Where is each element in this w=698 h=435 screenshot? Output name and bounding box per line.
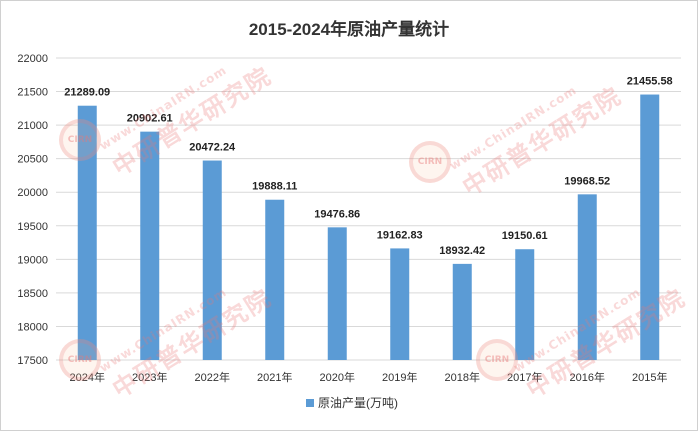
y-tick-label: 19500	[17, 221, 48, 233]
legend: 原油产量(万吨)	[306, 396, 398, 410]
data-label: 21455.58	[627, 76, 673, 88]
x-tick-label: 2020年	[320, 370, 355, 384]
data-label: 20902.61	[127, 113, 173, 125]
data-label: 20472.24	[189, 142, 236, 154]
bar	[390, 248, 410, 360]
y-tick-label: 21000	[17, 120, 48, 132]
bar	[77, 105, 97, 360]
bar	[640, 94, 660, 361]
y-tick-label: 17500	[17, 355, 48, 367]
gridlines	[56, 57, 681, 361]
y-tick-label: 20000	[17, 187, 48, 199]
bar	[577, 194, 597, 360]
y-tick-label: 22000	[17, 53, 48, 65]
data-label: 21289.09	[64, 87, 110, 99]
y-tick-label: 20500	[17, 154, 48, 166]
data-label: 19888.11	[252, 181, 297, 193]
x-axis-ticks: 2024年 2023年 2022年 2021年 2020年 2019年 2018年 2017年…	[70, 370, 668, 384]
y-tick-label: 18500	[17, 288, 48, 300]
x-tick-label: 2015年	[632, 370, 667, 384]
x-tick-label: 2019年	[382, 370, 417, 384]
data-labels: 21289.09 20902.61 20472.24 19888.11 19476.86…	[64, 76, 672, 257]
bar	[327, 227, 347, 360]
data-label: 18932.42	[439, 245, 485, 257]
legend-swatch	[306, 399, 314, 407]
x-tick-label: 2017年	[507, 370, 542, 384]
bar	[515, 249, 535, 360]
bar	[140, 131, 160, 360]
bar	[202, 160, 222, 360]
bar	[452, 263, 472, 360]
bars	[77, 94, 660, 361]
x-tick-label: 2021年	[257, 370, 292, 384]
bar	[265, 199, 285, 360]
x-tick-label: 2018年	[445, 370, 480, 384]
data-label: 19476.86	[314, 208, 360, 220]
y-tick-label: 19000	[17, 254, 48, 266]
data-label: 19162.83	[377, 229, 423, 241]
y-tick-label: 18000	[17, 321, 48, 333]
x-tick-label: 2022年	[195, 370, 230, 384]
y-axis-ticks: 17500 18000 18500 19000 19500 20000 20500 21000…	[17, 53, 48, 367]
y-tick-label: 21500	[17, 87, 48, 99]
x-tick-label: 2016年	[570, 370, 605, 384]
chart-title: 2015-2024年原油产量统计	[249, 19, 449, 39]
legend-label: 原油产量(万吨)	[318, 396, 398, 410]
data-label: 19968.52	[564, 175, 610, 187]
data-label: 19150.61	[502, 230, 548, 242]
x-tick-label: 2024年	[70, 370, 105, 384]
x-tick-label: 2023年	[132, 370, 167, 384]
